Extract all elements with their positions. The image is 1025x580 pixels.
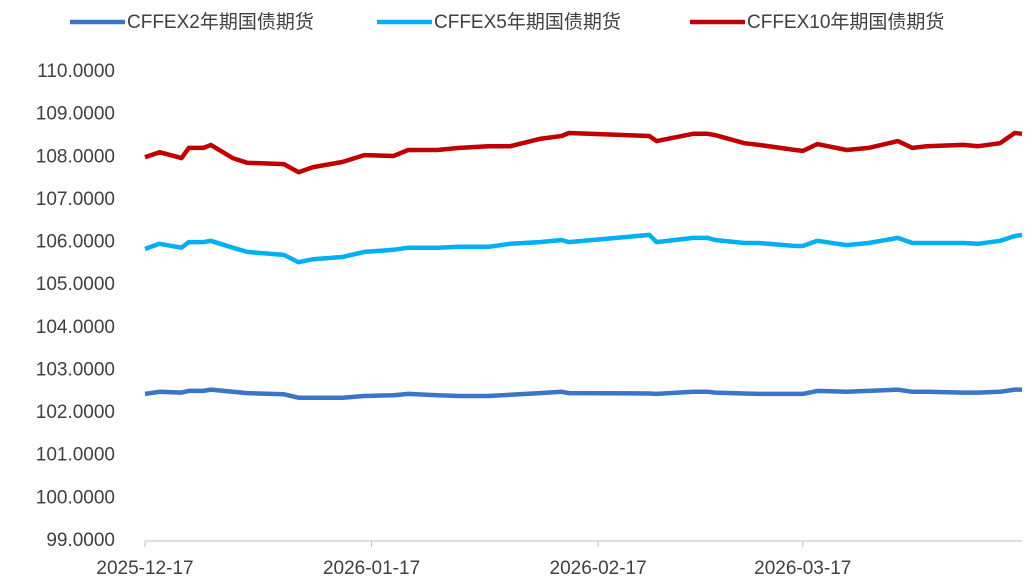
series-line [144,130,1023,175]
y-tick-label: 105.0000 [36,274,115,295]
y-tick-label: 107.0000 [36,189,115,210]
y-tick-label: 104.0000 [36,317,115,338]
legend-label: CFFEX10年期国债期货 [747,11,944,33]
series-line [144,232,1023,265]
x-tick-label: 2025-12-17 [96,558,193,579]
y-tick-label: 102.0000 [36,402,115,423]
y-tick-label: 109.0000 [36,104,115,125]
x-tick-label: 2026-02-17 [550,558,647,579]
series-line [144,387,1022,400]
y-tick-label: 110.0000 [37,61,115,82]
y-tick-label: 101.0000 [36,445,115,466]
legend-label: CFFEX5年期国债期货 [434,11,621,33]
y-tick-label: 99.0000 [46,530,115,551]
y-tick-label: 108.0000 [36,146,115,167]
y-tick-label: 106.0000 [36,232,115,253]
y-tick-label: 103.0000 [36,359,115,380]
y-tick-label: 100.0000 [36,487,115,508]
legend-label: CFFEX2年期国债期货 [127,11,314,33]
x-tick-label: 2026-01-17 [323,558,420,579]
x-tick-label: 2026-03-17 [754,558,851,579]
